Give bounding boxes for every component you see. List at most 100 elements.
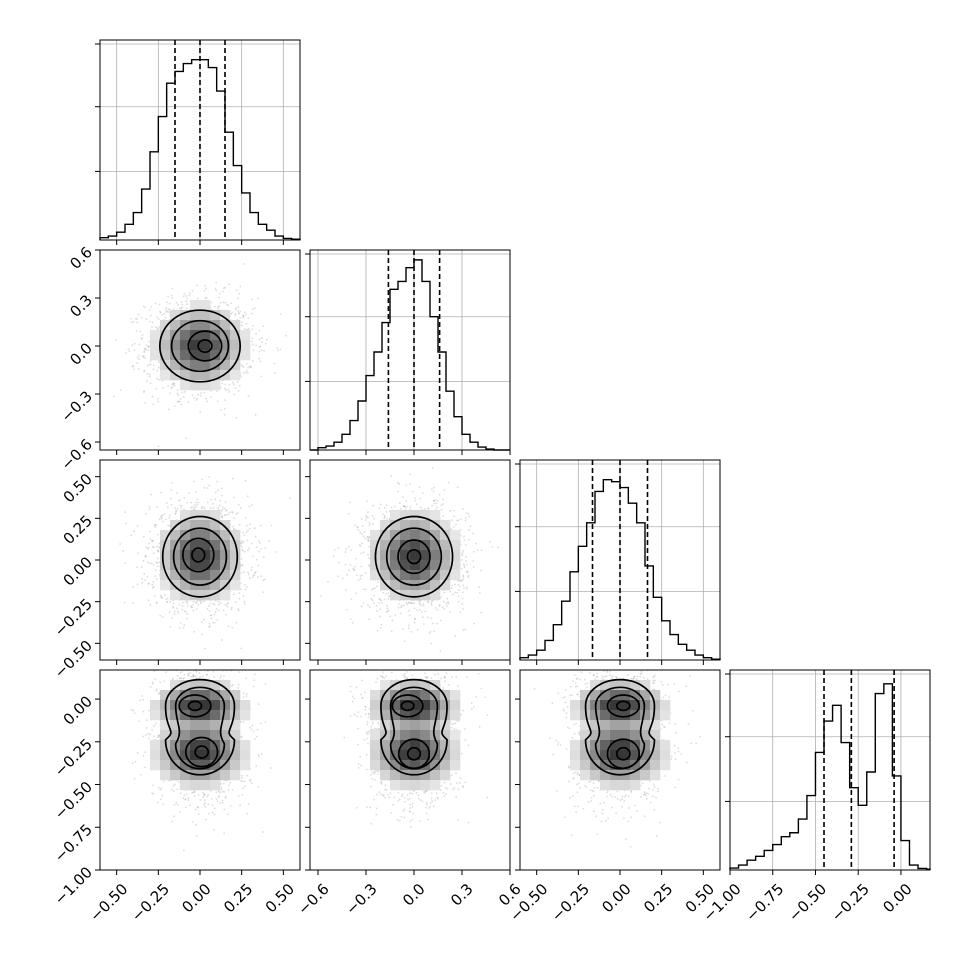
scatter-point — [221, 382, 224, 385]
scatter-point — [408, 609, 411, 612]
scatter-point — [173, 613, 176, 616]
scatter-point — [435, 508, 437, 511]
scatter-point — [456, 486, 459, 489]
scatter-point — [217, 609, 220, 612]
scatter-point — [202, 600, 205, 603]
scatter-point — [464, 544, 467, 546]
scatter-point — [408, 602, 411, 604]
scatter-point — [209, 602, 211, 605]
scatter-point — [154, 302, 157, 305]
scatter-point — [210, 617, 213, 620]
scatter-point — [263, 349, 265, 352]
scatter-point — [212, 506, 215, 509]
scatter-point — [344, 588, 347, 591]
scatter-point — [361, 574, 363, 577]
scatter-point — [465, 563, 468, 566]
scatter-point — [185, 307, 188, 310]
scatter-density-panel — [99, 249, 301, 451]
scatter-point — [463, 538, 466, 541]
scatter-point — [337, 546, 340, 549]
scatter-point — [234, 387, 237, 389]
scatter-point — [199, 601, 202, 604]
scatter-point — [224, 301, 227, 304]
scatter-point — [192, 601, 195, 603]
scatter-point — [365, 515, 368, 517]
scatter-point — [144, 554, 147, 557]
scatter-point — [345, 547, 347, 550]
scatter-point — [172, 602, 175, 605]
scatter-point — [459, 585, 461, 588]
scatter-point — [194, 504, 196, 507]
scatter-point — [367, 564, 370, 566]
scatter-point — [192, 609, 195, 612]
scatter-point — [204, 647, 207, 650]
scatter-point — [209, 614, 212, 617]
scatter-point — [169, 392, 172, 395]
density-cell — [220, 320, 231, 331]
scatter-point — [112, 395, 115, 398]
scatter-point — [146, 373, 149, 375]
scatter-point — [224, 286, 227, 289]
scatter-point — [176, 507, 179, 510]
scatter-point — [180, 307, 183, 310]
scatter-point — [382, 591, 385, 594]
scatter-point — [253, 574, 256, 577]
scatter-point — [148, 542, 150, 545]
scatter-point — [205, 397, 207, 400]
scatter-point — [142, 559, 145, 562]
scatter-point — [155, 387, 158, 390]
scatter-point — [348, 569, 350, 572]
scatter-point — [235, 513, 238, 515]
scatter-point — [221, 514, 224, 517]
scatter-point — [203, 391, 206, 394]
density-cell — [190, 310, 201, 321]
scatter-point — [208, 476, 211, 478]
scatter-point — [174, 513, 177, 516]
scatter-point — [186, 613, 189, 615]
scatter-point — [378, 601, 381, 604]
scatter-point — [214, 287, 217, 290]
scatter-point — [248, 365, 251, 368]
scatter-point — [279, 313, 282, 315]
scatter-point — [148, 340, 151, 343]
contour-line — [172, 527, 228, 586]
density-cell — [160, 570, 171, 581]
density-cell — [190, 350, 201, 361]
scatter-point — [372, 504, 374, 507]
density-cell — [210, 560, 221, 571]
scatter-point — [160, 596, 163, 599]
scatter-point — [257, 540, 260, 542]
density-cell — [160, 370, 171, 381]
scatter-point — [159, 312, 162, 314]
scatter-point — [259, 345, 262, 348]
scatter-point — [264, 546, 266, 549]
scatter-point — [461, 551, 464, 554]
scatter-point — [372, 587, 374, 590]
scatter-point — [220, 509, 223, 512]
scatter-point — [258, 346, 261, 348]
density-cell — [220, 570, 231, 581]
scatter-point — [247, 549, 249, 552]
scatter-point — [462, 578, 464, 581]
scatter-point — [160, 594, 162, 597]
scatter-point — [141, 334, 144, 336]
scatter-point — [168, 302, 171, 305]
scatter-point — [136, 566, 139, 569]
scatter-point — [251, 312, 253, 315]
scatter-point — [244, 516, 247, 519]
scatter-point — [183, 508, 185, 511]
scatter-point — [213, 603, 216, 606]
scatter-point — [191, 506, 193, 509]
scatter-point — [259, 360, 262, 363]
scatter-point — [215, 289, 218, 292]
scatter-point — [251, 337, 254, 340]
scatter-point — [173, 384, 176, 387]
scatter-point — [240, 541, 243, 544]
scatter-point — [268, 540, 270, 542]
scatter-point — [231, 311, 233, 314]
scatter-point — [454, 635, 457, 638]
scatter-point — [256, 576, 259, 579]
scatter-point — [346, 573, 348, 576]
scatter-point — [151, 583, 154, 586]
scatter-point — [450, 587, 453, 590]
